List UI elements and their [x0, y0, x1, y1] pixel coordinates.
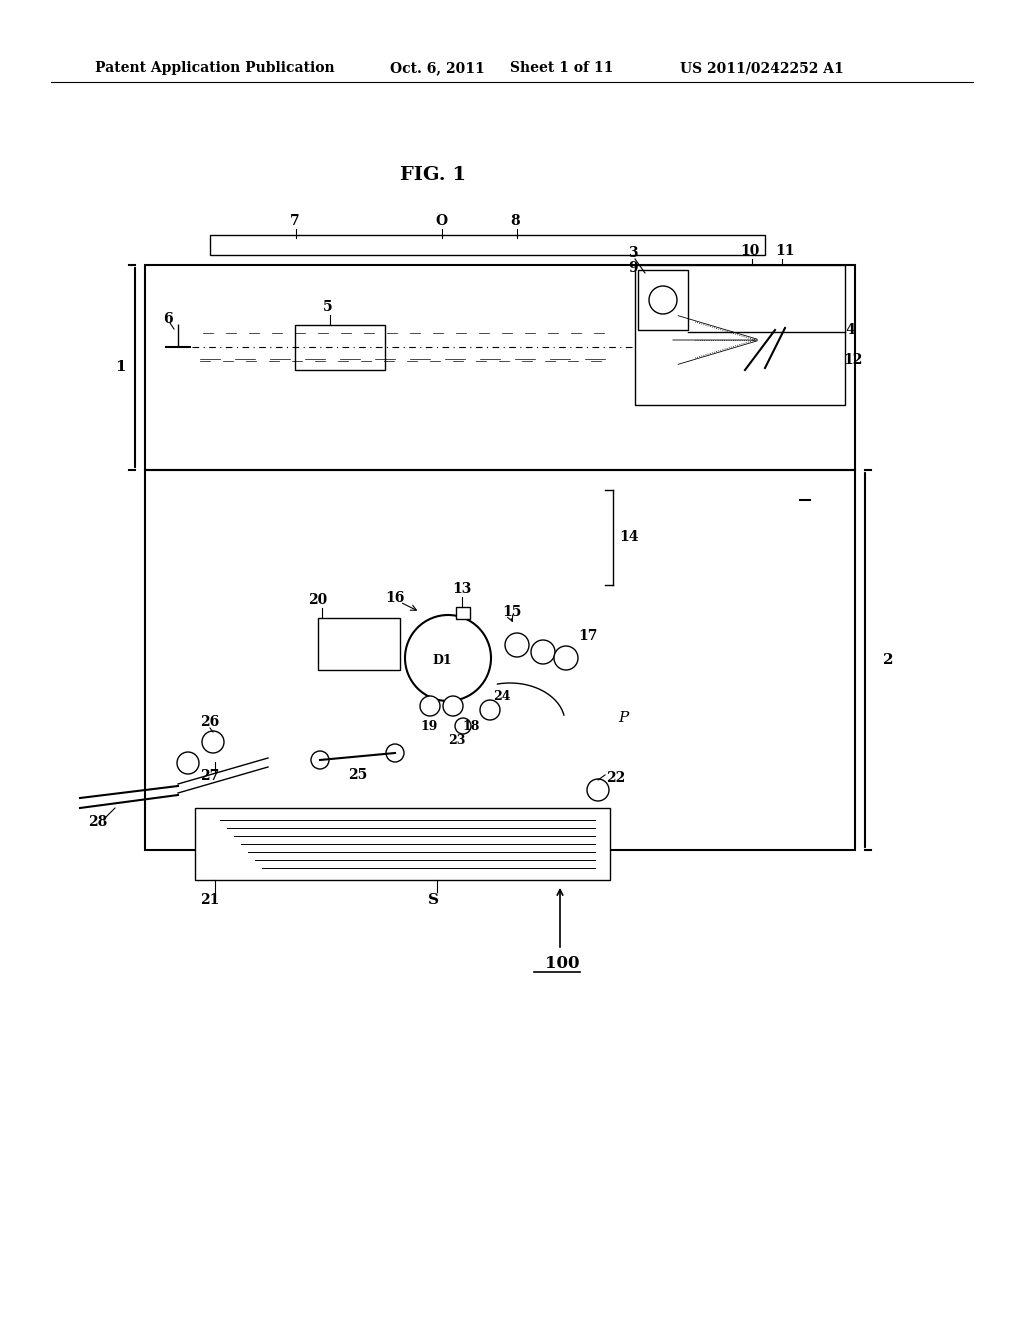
- Text: 14: 14: [618, 531, 639, 544]
- Circle shape: [202, 731, 224, 752]
- Text: O: O: [435, 214, 447, 228]
- Bar: [318, 618, 400, 671]
- Text: 2: 2: [883, 653, 894, 667]
- Bar: [456, 607, 470, 619]
- Text: 21: 21: [200, 894, 219, 907]
- Circle shape: [649, 286, 677, 314]
- Text: 23: 23: [449, 734, 465, 747]
- Circle shape: [554, 645, 578, 671]
- Text: 12: 12: [843, 352, 862, 367]
- Circle shape: [455, 718, 471, 734]
- Text: 22: 22: [606, 771, 626, 785]
- Text: 24: 24: [493, 689, 511, 702]
- Circle shape: [177, 752, 199, 774]
- Circle shape: [480, 700, 500, 719]
- Text: 20: 20: [308, 593, 328, 607]
- Text: 18: 18: [462, 719, 479, 733]
- Text: Oct. 6, 2011: Oct. 6, 2011: [390, 61, 484, 75]
- Text: 4: 4: [845, 323, 855, 337]
- Bar: [195, 808, 610, 880]
- Text: 5: 5: [323, 300, 333, 314]
- Circle shape: [587, 779, 609, 801]
- Text: 26: 26: [200, 715, 219, 729]
- Text: 19: 19: [420, 719, 437, 733]
- Circle shape: [386, 744, 404, 762]
- Text: Patent Application Publication: Patent Application Publication: [95, 61, 335, 75]
- Text: 28: 28: [88, 814, 108, 829]
- Bar: [635, 265, 845, 405]
- Text: 100: 100: [545, 954, 580, 972]
- Text: 11: 11: [775, 244, 795, 257]
- Text: 7: 7: [290, 214, 300, 228]
- Text: 8: 8: [510, 214, 519, 228]
- Circle shape: [420, 696, 440, 715]
- Text: 9: 9: [628, 261, 638, 275]
- Bar: [295, 325, 385, 370]
- Text: 10: 10: [740, 244, 760, 257]
- Circle shape: [443, 696, 463, 715]
- Text: 1: 1: [115, 360, 126, 374]
- Text: Sheet 1 of 11: Sheet 1 of 11: [510, 61, 613, 75]
- Text: D1: D1: [432, 653, 452, 667]
- Circle shape: [406, 615, 490, 701]
- Text: 17: 17: [578, 630, 597, 643]
- Text: 13: 13: [452, 582, 471, 597]
- Text: US 2011/0242252 A1: US 2011/0242252 A1: [680, 61, 844, 75]
- Circle shape: [311, 751, 329, 770]
- Text: FIG. 1: FIG. 1: [400, 166, 466, 183]
- Bar: [638, 271, 688, 330]
- Text: 3: 3: [628, 246, 638, 260]
- Text: 25: 25: [348, 768, 368, 781]
- Text: 27: 27: [200, 770, 219, 783]
- Text: 16: 16: [385, 591, 404, 605]
- Text: P: P: [618, 711, 629, 725]
- Circle shape: [531, 640, 555, 664]
- Text: S: S: [428, 894, 439, 907]
- Text: 15: 15: [502, 605, 521, 619]
- Bar: [145, 470, 855, 850]
- Circle shape: [505, 634, 529, 657]
- Bar: [210, 235, 765, 255]
- Bar: [145, 265, 855, 470]
- Text: 6: 6: [163, 312, 173, 326]
